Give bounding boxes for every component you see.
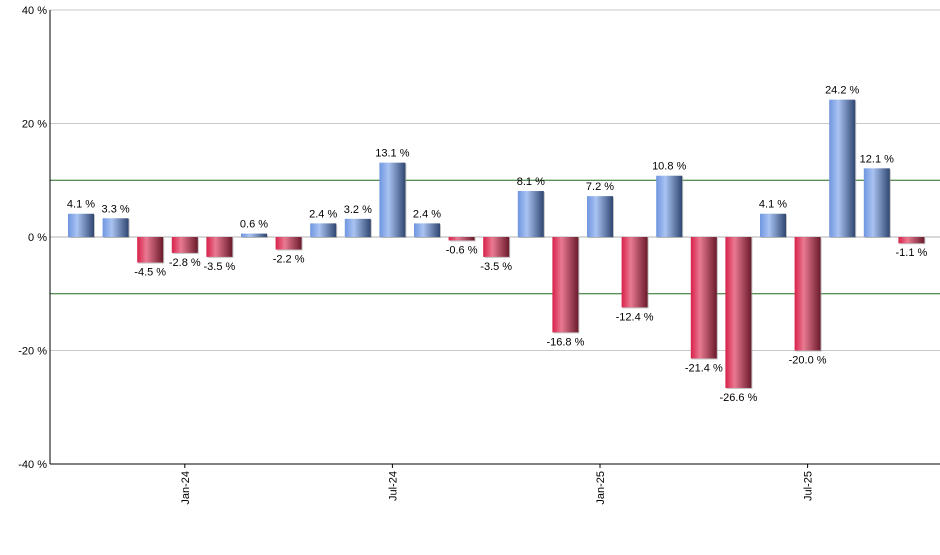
bar bbox=[310, 223, 337, 237]
y-tick-label: 0 % bbox=[28, 232, 47, 244]
data-label: -16.8 % bbox=[546, 336, 584, 348]
bar bbox=[760, 213, 786, 237]
data-label: 2.4 % bbox=[413, 208, 441, 220]
data-label: -2.2 % bbox=[273, 253, 305, 265]
data-label: -1.1 % bbox=[896, 247, 928, 259]
data-label: 7.2 % bbox=[586, 181, 614, 193]
bar bbox=[829, 99, 856, 237]
data-label: -3.5 % bbox=[204, 261, 236, 273]
bar bbox=[137, 237, 164, 263]
data-label: 0.6 % bbox=[240, 219, 268, 231]
bar bbox=[414, 223, 440, 237]
bar bbox=[794, 237, 821, 351]
bar bbox=[552, 237, 579, 333]
data-label: 10.8 % bbox=[652, 161, 686, 173]
bar bbox=[725, 237, 752, 388]
x-tick-label: Jul-24 bbox=[387, 471, 399, 501]
y-tick-label: -40 % bbox=[18, 459, 47, 471]
data-label: 3.2 % bbox=[344, 204, 372, 216]
data-label: 4.1 % bbox=[67, 199, 95, 211]
data-label: -20.0 % bbox=[789, 355, 827, 367]
bar bbox=[275, 237, 302, 250]
bar bbox=[517, 191, 544, 237]
bar bbox=[656, 175, 683, 237]
bar bbox=[483, 237, 510, 257]
data-label: 12.1 % bbox=[860, 153, 894, 165]
data-label: -3.5 % bbox=[480, 261, 512, 273]
data-label: 4.1 % bbox=[759, 199, 787, 211]
data-label: 13.1 % bbox=[375, 148, 409, 160]
bar bbox=[241, 233, 267, 237]
data-label: -12.4 % bbox=[616, 311, 654, 323]
bar bbox=[690, 237, 717, 359]
x-tick-label: Jul-25 bbox=[803, 471, 815, 501]
y-tick-label: -20 % bbox=[18, 346, 47, 358]
bar bbox=[344, 218, 371, 237]
bar bbox=[171, 237, 198, 253]
y-tick-label: 20 % bbox=[22, 119, 47, 131]
bar bbox=[898, 237, 925, 244]
data-label: -21.4 % bbox=[685, 362, 723, 374]
data-label: -4.5 % bbox=[134, 267, 166, 279]
bar bbox=[448, 237, 475, 241]
x-tick-label: Jan-24 bbox=[180, 471, 192, 505]
data-label: -26.6 % bbox=[719, 392, 757, 404]
data-label: -2.8 % bbox=[169, 257, 201, 269]
bar bbox=[68, 213, 94, 237]
bar bbox=[102, 218, 129, 237]
bar bbox=[863, 168, 890, 237]
data-label: 2.4 % bbox=[309, 208, 337, 220]
bar bbox=[206, 237, 233, 257]
data-label: 3.3 % bbox=[102, 203, 130, 215]
data-label: -0.6 % bbox=[446, 244, 478, 256]
data-label: 8.1 % bbox=[517, 176, 545, 188]
bar bbox=[379, 162, 406, 237]
bar bbox=[621, 237, 648, 308]
data-label: 24.2 % bbox=[825, 85, 859, 97]
bar bbox=[587, 196, 613, 237]
x-tick-label: Jan-25 bbox=[595, 471, 607, 505]
y-tick-label: 40 % bbox=[22, 5, 47, 17]
